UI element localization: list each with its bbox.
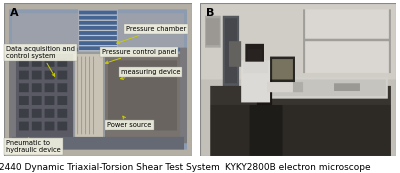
Text: A: A xyxy=(10,8,18,18)
Text: Pressure control panel: Pressure control panel xyxy=(102,49,176,64)
Text: B: B xyxy=(206,8,214,18)
Text: measuring device: measuring device xyxy=(120,69,180,79)
Text: Data acquisition and
control system: Data acquisition and control system xyxy=(6,46,75,76)
Text: Pneumatic to
hydraulic device: Pneumatic to hydraulic device xyxy=(6,138,61,153)
Text: WF-12440 Dynamic Triaxial-Torsion Shear Test System: WF-12440 Dynamic Triaxial-Torsion Shear … xyxy=(0,163,220,172)
Text: KYKY2800B electron microscope: KYKY2800B electron microscope xyxy=(225,163,371,172)
Text: Power source: Power source xyxy=(107,116,152,128)
Text: Pressure chamber: Pressure chamber xyxy=(117,26,186,44)
